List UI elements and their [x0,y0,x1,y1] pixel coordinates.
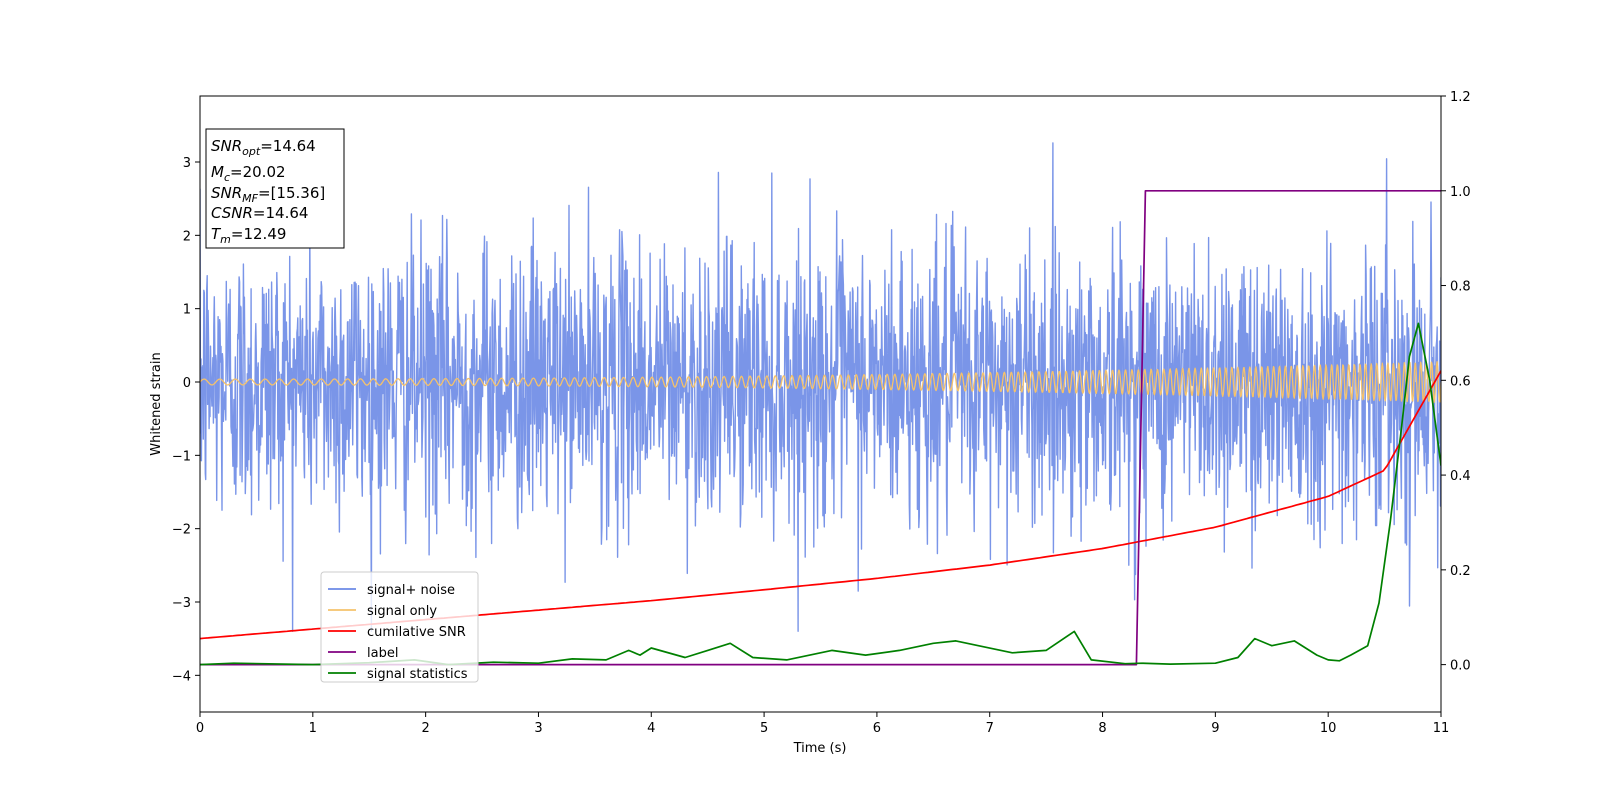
y-tick-label: −2 [172,523,191,538]
x-axis-label: Time (s) [793,741,847,756]
y2-tick-label: 0.4 [1450,469,1471,484]
x-tick-label: 2 [421,721,429,736]
x-tick-label: 11 [1433,721,1450,736]
annotation-frame [205,128,345,249]
x-tick-label: 10 [1320,721,1337,736]
mc-text: Mc=20.02 [211,163,286,184]
y-tick-label: 3 [183,156,191,171]
y-tick-label: 1 [183,303,191,318]
snr-opt-value: =14.64 [260,137,316,155]
legend-label: label [367,646,398,661]
y-tick-label: 2 [183,229,191,244]
csnr-text: CSNR=14.64 [211,204,308,222]
legend-entries: signal+ noise signal only cumilative SNR la… [328,583,468,682]
tm-text: Tm=12.49 [211,225,286,246]
x-tick-label: 7 [986,721,994,736]
y2-tick-label: 0.6 [1450,374,1471,389]
snr-mf-value: =[15.36] [258,184,325,202]
y-tick-label: −3 [172,596,191,611]
y2-tick-label: 1.2 [1450,90,1471,105]
y-axis-right: 0.0 0.2 0.4 0.6 0.8 1.0 1.2 [1441,90,1471,674]
snr-opt-text: SNRopt=14.64 [211,137,316,158]
y2-tick-label: 1.0 [1450,185,1471,200]
snr-mf-text: SNRMF=[15.36] [211,184,325,205]
legend: signal+ noise signal only cumilative SNR la… [320,571,479,683]
x-tick-label: 4 [647,721,655,736]
legend-label: signal only [367,604,437,619]
x-axis: 0 1 2 3 4 5 6 7 8 9 10 11 [196,712,1449,736]
y-axis-left: −4 −3 −2 −1 0 1 2 3 [172,156,200,684]
legend-label: signal+ noise [367,583,455,598]
x-tick-label: 3 [534,721,542,736]
series-line-signal-statistics [200,322,1441,666]
legend-label: signal statistics [367,667,468,682]
x-tick-label: 0 [196,721,204,736]
y2-tick-label: 0.2 [1450,564,1471,579]
plot-frame [199,95,1442,713]
x-tick-label: 8 [1098,721,1106,736]
legend-label: cumilative SNR [367,625,466,640]
y2-tick-label: 0.8 [1450,280,1471,295]
x-tick-label: 9 [1211,721,1219,736]
legend-frame [320,571,479,683]
y-tick-label: −4 [172,669,191,684]
x-tick-label: 6 [873,721,881,736]
series-line-signal-noise [200,142,1441,632]
y-tick-label: 0 [183,376,191,391]
x-tick-label: 1 [309,721,317,736]
y-axis-label: Whitened strain [149,352,164,455]
tm-value: =12.49 [231,225,287,243]
csnr-value: =14.64 [253,204,309,222]
series-line-label [200,189,1441,666]
y2-tick-label: 0.0 [1450,659,1471,674]
mc-value: =20.02 [230,163,286,181]
y-tick-label: −1 [172,449,191,464]
x-tick-label: 5 [760,721,768,736]
series-line-signal-only [200,361,1441,403]
annotation-box: SNRopt=14.64 Mc=20.02 SNRMF=[15.36] CSNR… [205,128,345,249]
